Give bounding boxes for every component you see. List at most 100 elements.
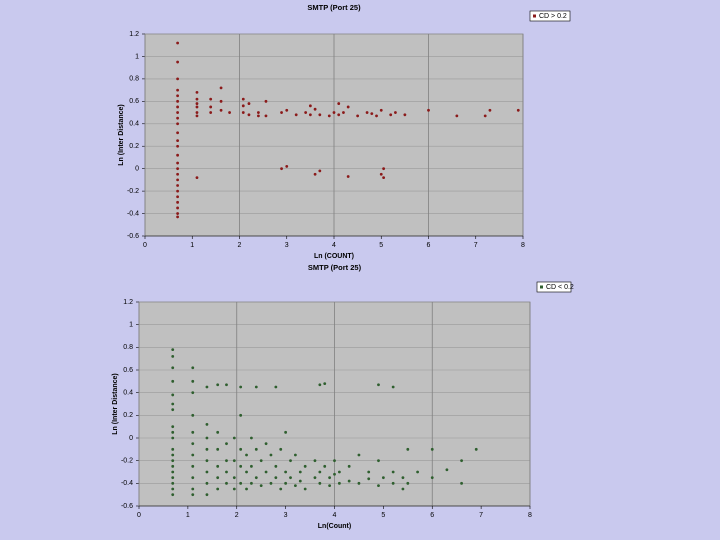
data-point xyxy=(209,111,213,114)
data-point xyxy=(382,167,386,171)
x-axis-label: Ln(Count) xyxy=(318,523,351,530)
data-point xyxy=(284,470,288,474)
data-point xyxy=(356,114,360,118)
y-tick-label: 1 xyxy=(135,53,139,60)
data-point xyxy=(285,108,289,112)
data-point xyxy=(347,464,351,468)
data-point xyxy=(294,453,297,457)
data-point xyxy=(171,436,175,440)
data-point xyxy=(191,366,195,370)
data-point xyxy=(333,472,336,476)
data-point xyxy=(318,169,322,173)
data-point xyxy=(176,77,180,81)
data-point xyxy=(219,99,223,103)
data-point xyxy=(289,476,292,480)
y-tick-label: 0.6 xyxy=(123,367,133,374)
y-tick-label: -0.6 xyxy=(127,233,139,240)
data-point xyxy=(365,111,369,114)
data-point xyxy=(176,200,180,204)
x-tick-label: 7 xyxy=(479,512,483,519)
data-point xyxy=(328,476,332,480)
x-tick-label: 3 xyxy=(284,512,288,519)
data-point xyxy=(460,481,463,485)
data-point xyxy=(427,108,430,112)
data-point xyxy=(216,464,220,468)
x-tick-label: 3 xyxy=(285,242,289,249)
data-point xyxy=(264,442,268,446)
data-point xyxy=(176,94,180,98)
data-point xyxy=(195,176,199,180)
data-point xyxy=(171,464,175,468)
legend-marker xyxy=(533,14,536,18)
data-point xyxy=(191,379,195,383)
data-point xyxy=(280,111,283,114)
data-point xyxy=(176,99,180,103)
y-tick-label: -0.4 xyxy=(127,210,139,217)
data-point xyxy=(347,479,351,483)
data-point xyxy=(284,481,288,485)
x-tick-label: 5 xyxy=(381,512,385,519)
data-point xyxy=(176,41,180,45)
data-point xyxy=(176,122,180,126)
data-point xyxy=(176,184,180,187)
data-point xyxy=(195,105,199,109)
data-point xyxy=(205,423,209,426)
data-point xyxy=(303,464,307,468)
legend-box xyxy=(529,10,571,22)
data-point xyxy=(176,178,180,182)
y-tick-label: -0.2 xyxy=(127,188,139,195)
data-point xyxy=(391,481,395,485)
data-point xyxy=(195,90,199,94)
data-point xyxy=(191,493,195,497)
data-point xyxy=(216,447,220,451)
data-point xyxy=(313,107,317,111)
x-tick-label: 7 xyxy=(474,242,478,249)
data-point xyxy=(357,481,361,485)
data-point xyxy=(216,476,220,480)
x-tick-label: 1 xyxy=(186,512,190,519)
data-point xyxy=(377,484,380,487)
data-point xyxy=(239,385,243,389)
y-tick-label: 0 xyxy=(135,166,139,173)
y-tick-label: 0.6 xyxy=(129,98,139,105)
data-point xyxy=(289,459,292,463)
data-point xyxy=(205,493,209,497)
data-point xyxy=(191,430,195,434)
data-point xyxy=(257,111,260,114)
data-point xyxy=(327,114,331,118)
data-point xyxy=(171,447,175,451)
data-point xyxy=(483,114,487,118)
data-point xyxy=(225,481,228,485)
data-point xyxy=(382,176,386,180)
data-point xyxy=(176,215,180,219)
data-point xyxy=(247,113,251,117)
data-point xyxy=(171,366,175,370)
data-point xyxy=(171,408,175,412)
data-point xyxy=(171,481,175,485)
data-point xyxy=(205,481,209,485)
data-point xyxy=(195,102,199,105)
data-point xyxy=(228,111,231,114)
data-point xyxy=(294,113,298,117)
data-point xyxy=(304,111,308,114)
data-point xyxy=(205,436,209,440)
data-point xyxy=(219,86,223,90)
data-point xyxy=(232,436,236,440)
data-point xyxy=(171,425,175,429)
data-point xyxy=(191,487,195,491)
data-point xyxy=(171,393,175,397)
data-point xyxy=(171,487,175,491)
data-point xyxy=(216,487,220,491)
x-tick-label: 1 xyxy=(190,242,194,249)
data-point xyxy=(171,453,175,457)
data-point xyxy=(274,385,278,389)
data-point xyxy=(274,476,278,480)
data-point xyxy=(403,113,407,117)
data-point xyxy=(259,459,263,463)
data-point xyxy=(241,104,245,108)
data-point xyxy=(285,165,289,168)
data-point xyxy=(264,114,268,118)
data-point xyxy=(280,167,283,171)
data-point xyxy=(232,459,236,463)
y-tick-label: 0.4 xyxy=(123,390,133,397)
